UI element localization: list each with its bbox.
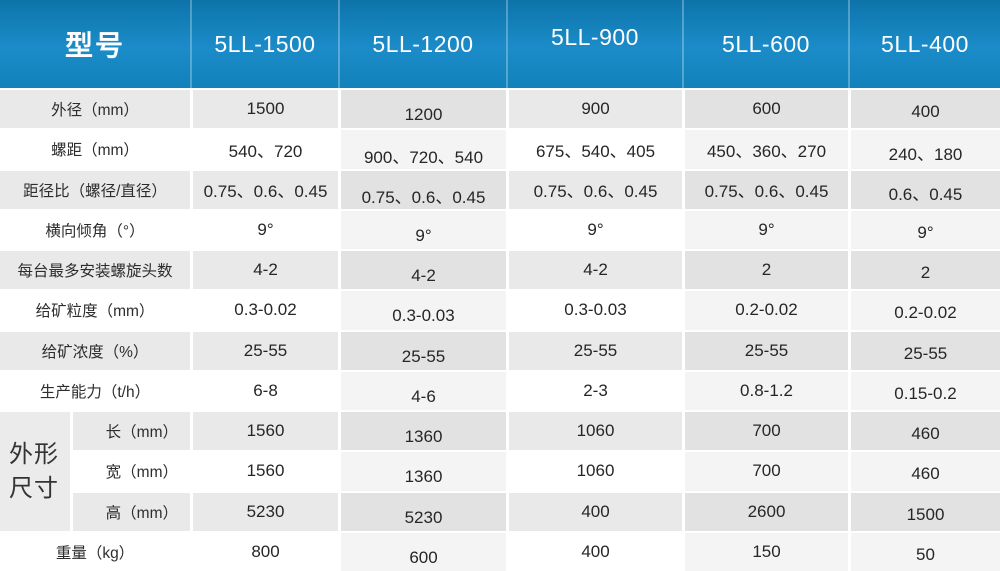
spec-value: 0.75、0.6、0.45: [682, 170, 848, 209]
spec-value: 50: [848, 532, 1000, 571]
spec-value: 240、180: [848, 130, 1000, 169]
table-row-height: 高（mm） 5230 5230 400 2600 1500: [70, 490, 1000, 531]
spec-value: 400: [506, 532, 682, 571]
table-row-capacity: 生产能力（t/h） 6-8 4-6 2-3 0.8-1.2 0.15-0.2: [0, 369, 1000, 410]
spec-value: 460: [848, 452, 1000, 491]
spec-value: 2-3: [506, 371, 682, 410]
model-column-header: 型号: [0, 0, 190, 88]
table-row-pitch: 螺距（mm） 540、720 900、720、540 675、540、405 4…: [0, 128, 1000, 169]
spec-value: 6-8: [190, 371, 338, 410]
spec-value: 150: [682, 532, 848, 571]
row-label: 给矿粒度（mm）: [0, 291, 190, 330]
spec-value: 2: [848, 251, 1000, 290]
spec-value: 900、720、540: [338, 130, 506, 169]
dimension-group-label: 外形 尺寸: [0, 412, 70, 531]
spec-value: 9°: [338, 210, 506, 249]
spec-value: 0.3-0.03: [338, 291, 506, 330]
dimension-group-label-line1: 外形: [9, 440, 59, 468]
table-row-weight: 重量（kg） 800 600 400 150 50: [0, 530, 1000, 571]
row-label: 宽（mm）: [70, 452, 190, 491]
spec-value: 800: [190, 532, 338, 571]
spec-value: 600: [338, 532, 506, 571]
spec-value: 0.3-0.02: [190, 291, 338, 330]
table-row-width: 宽（mm） 1560 1360 1060 700 460: [70, 450, 1000, 491]
row-label: 每台最多安装螺旋头数: [0, 251, 190, 290]
row-label: 距径比（螺径/直径）: [0, 170, 190, 209]
spec-value: 2: [682, 251, 848, 290]
table-row-pitch-diameter-ratio: 距径比（螺径/直径） 0.75、0.6、0.45 0.75、0.6、0.45 0…: [0, 168, 1000, 209]
spec-value: 0.15-0.2: [848, 371, 1000, 410]
table-row-feed-size: 给矿粒度（mm） 0.3-0.02 0.3-0.03 0.3-0.03 0.2-…: [0, 289, 1000, 330]
spec-value: 25-55: [506, 331, 682, 370]
row-label: 重量（kg）: [0, 532, 190, 571]
spec-value: 400: [506, 492, 682, 531]
row-label: 长（mm）: [70, 412, 190, 451]
table-row-outer-diameter: 外径（mm） 1500 1200 900 600 400: [0, 88, 1000, 129]
spec-value: 400: [848, 90, 1000, 129]
spec-value: 0.6、0.45: [848, 170, 1000, 209]
table-header-row: 型号 5LL-1500 5LL-1200 5LL-900 5LL-600 5LL…: [0, 0, 1000, 88]
row-label: 外径（mm）: [0, 90, 190, 129]
spec-value: 600: [682, 90, 848, 129]
spec-value: 1200: [338, 90, 506, 129]
spec-value: 675、540、405: [506, 130, 682, 169]
spec-value: 5230: [338, 492, 506, 531]
model-header-5ll-1200: 5LL-1200: [338, 0, 506, 88]
row-label: 高（mm）: [70, 492, 190, 531]
model-column-header-label: 型号: [64, 30, 125, 61]
dimension-group: 外形 尺寸 长（mm） 1560 1360 1060 700 460 宽（mm）…: [0, 410, 1000, 531]
row-label: 给矿浓度（%）: [0, 331, 190, 370]
dimension-rows: 长（mm） 1560 1360 1060 700 460 宽（mm） 1560 …: [70, 412, 1000, 531]
table-row-feed-density: 给矿浓度（%） 25-55 25-55 25-55 25-55 25-55: [0, 329, 1000, 370]
spec-value: 0.8-1.2: [682, 371, 848, 410]
row-label: 横向倾角（°）: [0, 210, 190, 249]
spec-value: 1500: [848, 492, 1000, 531]
model-header-5ll-1500: 5LL-1500: [190, 0, 338, 88]
table-row-length: 长（mm） 1560 1360 1060 700 460: [70, 412, 1000, 451]
spec-value: 4-2: [506, 251, 682, 290]
dimension-group-label-line2: 尺寸: [9, 474, 59, 502]
spec-value: 4-6: [338, 371, 506, 410]
spec-value: 0.75、0.6、0.45: [338, 170, 506, 209]
model-header-5ll-900: 5LL-900: [506, 0, 682, 88]
spec-value: 9°: [190, 210, 338, 249]
model-header-5ll-600: 5LL-600: [682, 0, 848, 88]
spec-value: 460: [848, 412, 1000, 451]
spec-value: 0.75、0.6、0.45: [190, 170, 338, 209]
spec-value: 1500: [190, 90, 338, 129]
table-row-max-spiral-heads: 每台最多安装螺旋头数 4-2 4-2 4-2 2 2: [0, 249, 1000, 290]
model-header-5ll-400: 5LL-400: [848, 0, 1000, 88]
spec-value: 1060: [506, 452, 682, 491]
spec-value: 1560: [190, 452, 338, 491]
spec-value: 0.2-0.02: [682, 291, 848, 330]
row-label: 螺距（mm）: [0, 130, 190, 169]
spec-value: 9°: [682, 210, 848, 249]
spec-value: 1360: [338, 412, 506, 451]
spec-value: 1360: [338, 452, 506, 491]
spec-value: 9°: [506, 210, 682, 249]
spec-value: 25-55: [682, 331, 848, 370]
spec-value: 4-2: [338, 251, 506, 290]
spec-value: 25-55: [190, 331, 338, 370]
spec-value: 540、720: [190, 130, 338, 169]
table-row-transverse-angle: 横向倾角（°） 9° 9° 9° 9° 9°: [0, 208, 1000, 249]
spec-value: 0.3-0.03: [506, 291, 682, 330]
spec-value: 1060: [506, 412, 682, 451]
spec-value: 5230: [190, 492, 338, 531]
spec-value: 25-55: [338, 331, 506, 370]
spec-value: 1560: [190, 412, 338, 451]
spec-value: 450、360、270: [682, 130, 848, 169]
spec-value: 9°: [848, 210, 1000, 249]
row-label: 生产能力（t/h）: [0, 371, 190, 410]
spec-value: 700: [682, 412, 848, 451]
spec-value: 0.2-0.02: [848, 291, 1000, 330]
spec-value: 25-55: [848, 331, 1000, 370]
spec-value: 0.75、0.6、0.45: [506, 170, 682, 209]
spec-value: 900: [506, 90, 682, 129]
spec-value: 4-2: [190, 251, 338, 290]
spec-value: 700: [682, 452, 848, 491]
spec-value: 2600: [682, 492, 848, 531]
